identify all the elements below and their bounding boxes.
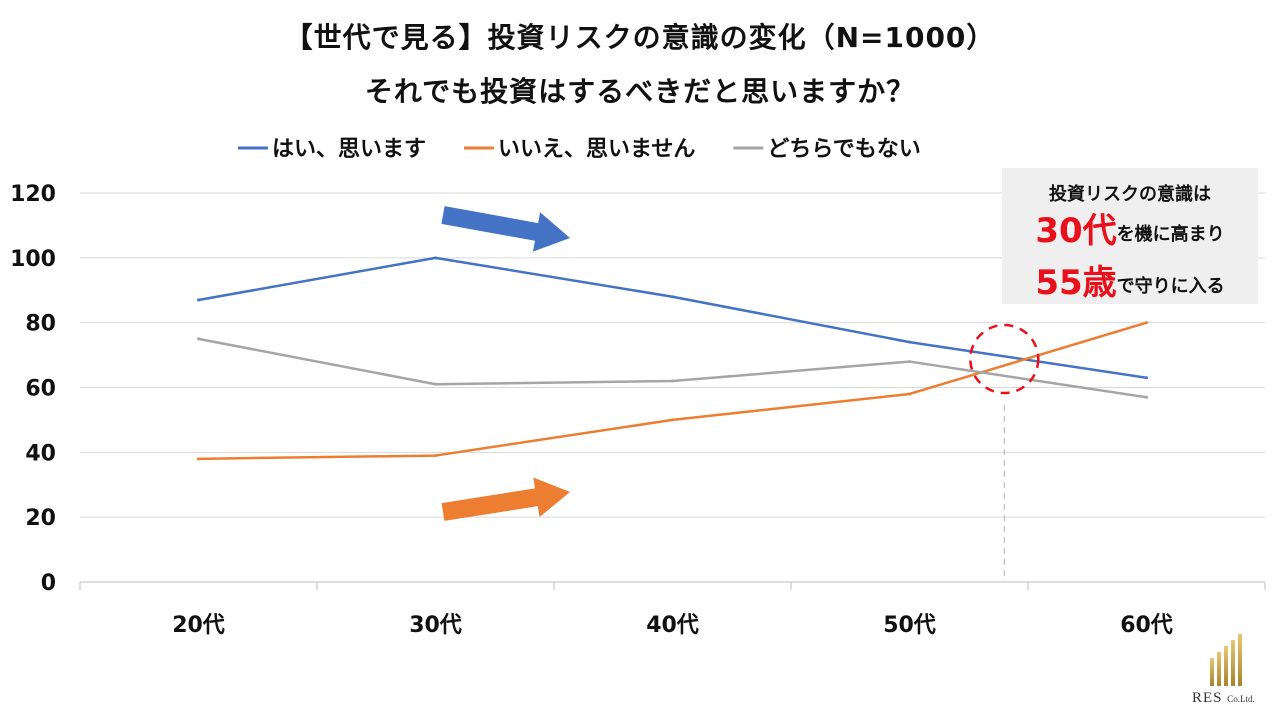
- data-point-1-0: [197, 457, 200, 461]
- data-point-2-4: [1145, 395, 1148, 399]
- callout-highlight-30s: 30代: [1035, 211, 1117, 251]
- y-tick-label: 80: [25, 312, 56, 337]
- callout-line-2: 30代を機に高まり: [1002, 208, 1258, 258]
- x-tick-label: 20代: [172, 613, 225, 638]
- y-tick-label: 0: [41, 571, 56, 596]
- data-point-0-2: [671, 295, 674, 299]
- chart-subtitle: それでも投資はするべきだと思いますか？: [364, 75, 916, 108]
- callout-text-3: で守りに入る: [1116, 276, 1225, 297]
- data-point-1-3: [908, 392, 911, 396]
- legend-label-1: いいえ、思いません: [498, 137, 695, 162]
- data-point-0-3: [908, 340, 911, 344]
- callout-highlight-55: 55歳: [1035, 263, 1117, 303]
- x-tick-label: 30代: [409, 613, 462, 638]
- callout-text-2: を機に高まり: [1116, 224, 1225, 245]
- data-point-2-0: [197, 337, 200, 341]
- chart-title: 【世代で見る】投資リスクの意識の変化（N=1000）: [284, 21, 996, 54]
- down-trend-arrow-icon: [441, 477, 570, 521]
- crossover-circle-icon: [969, 323, 1040, 395]
- callout-line-3: 55歳で守りに入る: [1002, 260, 1258, 310]
- logo-text: RES Co.Ltd.: [1192, 690, 1255, 707]
- data-point-1-4: [1145, 321, 1148, 325]
- data-point-2-3: [908, 360, 911, 364]
- data-point-0-1: [434, 256, 437, 260]
- y-tick-label: 20: [25, 506, 56, 531]
- data-point-2-2: [671, 379, 674, 383]
- logo-suffix: Co.Ltd.: [1227, 694, 1255, 704]
- callout-line-1: 投資リスクの意識は: [1049, 184, 1211, 205]
- x-tick-label: 60代: [1120, 613, 1173, 638]
- data-point-1-1: [434, 454, 437, 458]
- data-point-2-1: [434, 382, 437, 386]
- res-logo-icon: [1210, 634, 1242, 686]
- x-tick-label: 50代: [883, 613, 936, 638]
- y-tick-label: 100: [10, 247, 56, 272]
- data-point-1-2: [671, 418, 674, 422]
- y-tick-label: 60: [25, 377, 56, 402]
- legend-label-2: どちらでもない: [767, 137, 920, 162]
- x-tick-label: 40代: [646, 613, 699, 638]
- y-tick-label: 40: [25, 441, 56, 466]
- up-trend-arrow-icon: [441, 206, 570, 252]
- legend-label-0: はい、思います: [272, 137, 426, 162]
- logo-name: RES: [1192, 690, 1223, 706]
- series-line-2: [198, 337, 1147, 399]
- data-point-0-0: [197, 298, 200, 302]
- y-tick-label: 120: [10, 182, 56, 207]
- annotation-callout: 投資リスクの意識は 30代を機に高まり 55歳で守りに入る: [1002, 168, 1258, 304]
- data-point-0-4: [1145, 376, 1148, 380]
